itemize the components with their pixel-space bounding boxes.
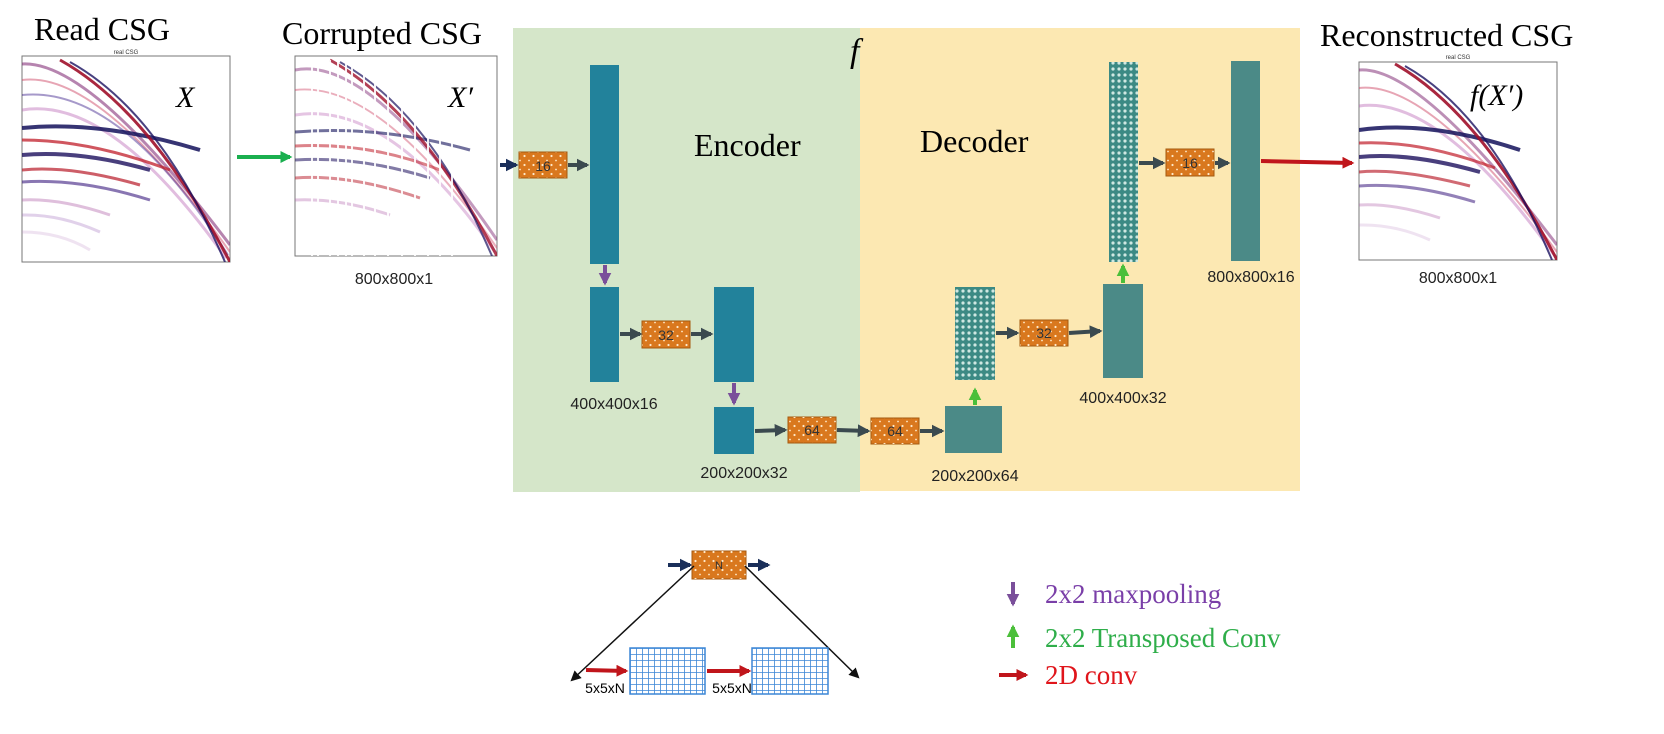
detail-block-label: N [715, 560, 723, 572]
symbol-x-prime: X′ [447, 81, 473, 114]
legend-maxpool-label: 2x2 maxpooling [1045, 579, 1221, 609]
encoder-block-400-b [714, 287, 754, 382]
encoder-block-200 [714, 407, 754, 454]
title-corrupted-csg: Corrupted CSG [282, 15, 482, 51]
title-real-csg: Read CSG [34, 11, 170, 47]
conv-block-64-b: 64 [870, 417, 920, 445]
dim-output: 800x800x1 [1419, 270, 1497, 287]
real-csg-small-title: real CSG [114, 50, 139, 56]
dim-enc-400: 400x400x16 [570, 396, 657, 413]
decoder-transposed-800 [1109, 62, 1138, 262]
conv-block-32-a-label: 32 [658, 327, 674, 343]
decoder-transposed-400 [955, 287, 995, 380]
dim-enc-200: 200x200x32 [700, 465, 787, 482]
encoder-block-400 [590, 287, 619, 382]
legend-transposed-label: 2x2 Transposed Conv [1045, 623, 1281, 653]
conv-block-64-a-label: 64 [804, 422, 820, 438]
decoder-block-800 [1231, 61, 1260, 261]
corrupted-csg-image [294, 55, 498, 257]
encoder-block-800 [590, 65, 619, 264]
encoder-region [513, 28, 860, 492]
symbol-x: X [175, 81, 196, 114]
decoder-region [860, 28, 1300, 491]
symbol-f-x-prime: f(X′) [1470, 79, 1523, 112]
conv-block-16-b: 16 [1165, 148, 1215, 177]
title-reconstructed-csg: Reconstructed CSG [1320, 17, 1573, 53]
real-csg-image [21, 55, 231, 263]
dim-dec-200: 200x200x64 [931, 468, 1018, 485]
decoder-block-400 [1103, 284, 1143, 378]
conv-block-16-b-label: 16 [1182, 155, 1198, 171]
dim-dec-800: 800x800x16 [1207, 269, 1294, 286]
legend: 2x2 maxpooling 2x2 Transposed Conv 2D co… [999, 579, 1281, 690]
detail-conv-label-1: 5x5xN [585, 680, 625, 696]
conv-block-32-b: 32 [1019, 319, 1069, 347]
detail-inset: N 5x5xN 5x5xN [570, 550, 860, 696]
detail-conv-label-2: 5x5xN [712, 680, 752, 696]
conv-block-32-b-label: 32 [1036, 325, 1052, 341]
dim-input: 800x800x1 [355, 271, 433, 288]
flow-arrows [500, 156, 1355, 438]
reconstructed-csg-image [1358, 61, 1558, 261]
conv-block-64-a: 64 [787, 416, 837, 444]
conv-block-64-b-label: 64 [887, 423, 903, 439]
conv-block-16-a-label: 16 [535, 158, 551, 174]
conv-block-16-a: 16 [518, 151, 568, 179]
decoder-label: Decoder [920, 123, 1029, 159]
dim-dec-400: 400x400x32 [1079, 390, 1166, 407]
legend-conv-label: 2D conv [1045, 660, 1138, 690]
conv-block-32-a: 32 [641, 320, 691, 349]
decoder-block-200 [945, 406, 1002, 453]
reconstructed-small-title: real CSG [1446, 55, 1471, 61]
encoder-label: Encoder [694, 127, 801, 163]
